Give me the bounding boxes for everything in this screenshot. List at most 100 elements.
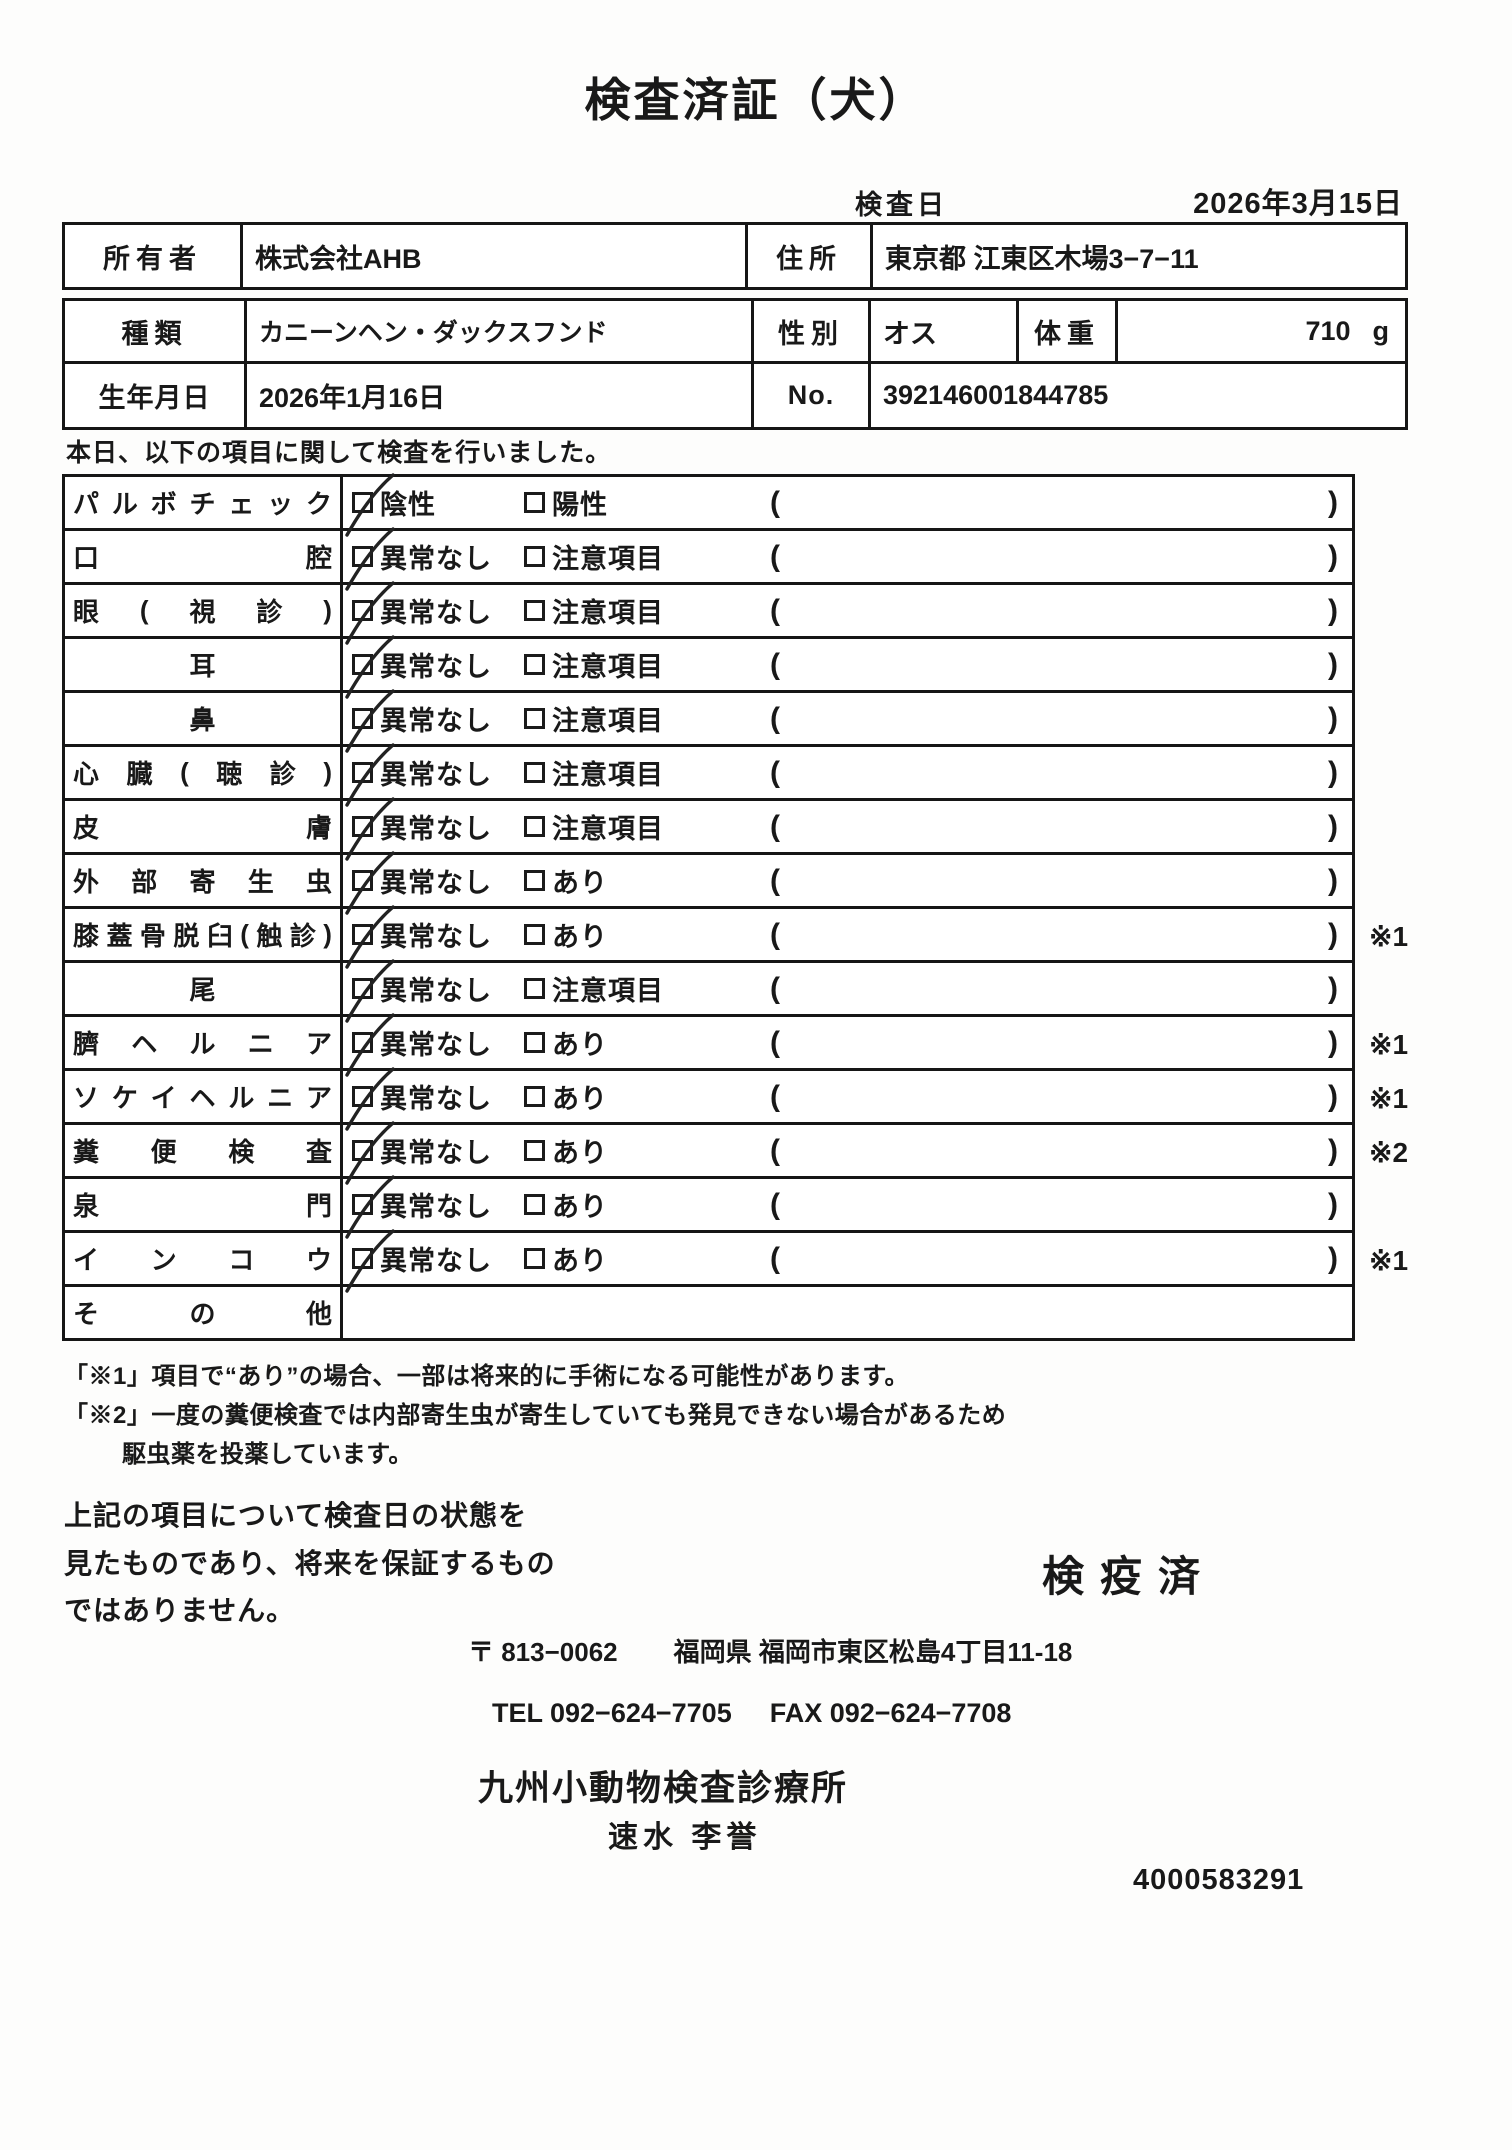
checkbox-checked-icon[interactable] (345, 689, 395, 753)
checkbox-checked-icon[interactable] (345, 1229, 395, 1293)
paren-open: ( (770, 1079, 780, 1113)
checklist-option-label: あり (552, 1192, 608, 1222)
checklist-option: 注意項目 (524, 645, 768, 684)
checkbox-checked-icon[interactable] (345, 473, 395, 537)
weight-cell: 710 g (1118, 301, 1405, 364)
checkbox-checked-icon[interactable] (345, 1013, 395, 1077)
checkbox-unchecked-icon[interactable] (524, 978, 545, 999)
checklist-row-label: 糞便検査 (65, 1125, 343, 1176)
checklist-row-label: ソケイヘルニア (65, 1071, 343, 1122)
checkbox-unchecked-icon[interactable] (524, 546, 545, 567)
page-title: 検査済証（犬） (584, 74, 928, 126)
checkbox-checked-icon[interactable] (345, 635, 395, 699)
owner-label: 所有者 (65, 225, 243, 287)
checklist-option: 注意項目 (524, 753, 768, 792)
checklist-row-content: 異常なし 注意項目 () (343, 635, 1352, 699)
disclaimer-line-2: 見たものであり、将来を保証するもの (64, 1547, 556, 1579)
paren-close: ) (1328, 809, 1338, 843)
checklist-option: 注意項目 (524, 969, 768, 1008)
quarantine-stamp: 検疫済 (1042, 1553, 1217, 1600)
checklist-row: ソケイヘルニア 異常なし あり () (65, 1067, 1352, 1131)
checklist-option: 異常なし (345, 743, 524, 807)
checklist-option: あり (524, 1185, 768, 1224)
paren-close: ) (1328, 1025, 1338, 1059)
checkbox-unchecked-icon[interactable] (524, 654, 545, 675)
checkbox-unchecked-icon[interactable] (524, 1032, 545, 1053)
checklist-option: あり (524, 915, 768, 954)
checklist-option-label: あり (552, 1084, 608, 1114)
checklist-option-label: 注意項目 (552, 598, 664, 628)
checkbox-checked-icon[interactable] (345, 905, 395, 969)
species-label: 種類 (65, 301, 247, 364)
paren-open: ( (770, 917, 780, 951)
sex-label: 性別 (754, 301, 871, 364)
checkbox-unchecked-icon[interactable] (524, 708, 545, 729)
checklist-row-content: 異常なし あり () (343, 1121, 1352, 1185)
checkbox-unchecked-icon[interactable] (524, 492, 545, 513)
checklist-option-label: あり (552, 1030, 608, 1060)
checkbox-checked-icon[interactable] (345, 959, 395, 1023)
sex-value: オス (871, 301, 1019, 364)
checklist-row: 糞便検査 異常なし あり () (65, 1121, 1352, 1185)
checkbox-unchecked-icon[interactable] (524, 870, 545, 891)
paren-open: ( (770, 1241, 780, 1275)
footnotes: 「※1」項目で“あり”の場合、一部は将来的に手術になる可能性があります。 「※2… (64, 1358, 1006, 1475)
checkbox-checked-icon[interactable] (345, 1067, 395, 1131)
checklist-option-label: 異常なし (380, 706, 492, 736)
row-note-empty (1355, 639, 1485, 693)
checkbox-unchecked-icon[interactable] (524, 1086, 545, 1107)
paren-open: ( (770, 539, 780, 573)
checkbox-checked-icon[interactable] (345, 1121, 395, 1185)
checkbox-checked-icon[interactable] (345, 743, 395, 807)
paren-open: ( (770, 647, 780, 681)
checklist-option-label: 異常なし (380, 1084, 492, 1114)
checkbox-checked-icon[interactable] (345, 1175, 395, 1239)
checklist-row-content: 陰性 陽性 () (343, 473, 1352, 537)
checklist-row-label: 皮膚 (65, 801, 343, 852)
row-note-marker: ※1 (1369, 1244, 1409, 1276)
paren-close: ) (1328, 755, 1338, 789)
checklist-row: パルボチェック 陰性 陽性 () (65, 473, 1352, 537)
checkbox-checked-icon[interactable] (345, 851, 395, 915)
paren-close: ) (1328, 647, 1338, 681)
checklist-row-content: 異常なし あり () (343, 1013, 1352, 1077)
checklist-row-content: 異常なし 注意項目 () (343, 527, 1352, 591)
checklist-row-content: 異常なし あり () (343, 1175, 1352, 1239)
paren-open: ( (770, 1187, 780, 1221)
clinic-contact-line: TEL 092−624−7705 FAX 092−624−7708 (492, 1698, 1011, 1729)
disclaimer-line-1: 上記の項目について検査日の状態を (64, 1500, 528, 1531)
checkbox-checked-icon[interactable] (345, 797, 395, 861)
checklist-row-content (343, 1287, 1352, 1338)
checkbox-unchecked-icon[interactable] (524, 816, 545, 837)
checklist-option: あり (524, 1077, 768, 1116)
checklist-row: インコウ 異常なし あり () (65, 1229, 1352, 1293)
checklist-option: 異常なし (345, 851, 524, 915)
checklist-row: 泉門 異常なし あり () (65, 1175, 1352, 1239)
paren-close: ) (1328, 863, 1338, 897)
checklist-row-content: 異常なし 注意項目 () (343, 959, 1352, 1023)
checkbox-unchecked-icon[interactable] (524, 1194, 545, 1215)
owner-value: 株式会社AHB (243, 225, 748, 287)
checklist-row-label: 臍ヘルニア (65, 1017, 343, 1068)
checkbox-unchecked-icon[interactable] (524, 600, 545, 621)
checkbox-checked-icon[interactable] (345, 581, 395, 645)
paren-close: ) (1328, 1079, 1338, 1113)
checklist-row-content: 異常なし あり () (343, 851, 1352, 915)
checkbox-unchecked-icon[interactable] (524, 762, 545, 783)
checkbox-unchecked-icon[interactable] (524, 924, 545, 945)
checklist-option-label: 陰性 (380, 490, 436, 520)
checklist-option-label: 注意項目 (552, 706, 664, 736)
checklist-section: パルボチェック陰性 陽性() 口腔異常なし 注意項目() 眼(視診) 異常なし 注意項目()… (62, 473, 1485, 1341)
paren-close: ) (1328, 1241, 1338, 1275)
checklist-option: 注意項目 (524, 807, 768, 846)
birth-label: 生年月日 (65, 364, 247, 427)
checklist-option-label: 注意項目 (552, 814, 664, 844)
clinic-fax: FAX 092−624−7708 (769, 1698, 1012, 1728)
checklist-option-label: 注意項目 (552, 760, 664, 790)
checklist-option-label: 異常なし (380, 922, 492, 952)
checklist-option: 陰性 (345, 473, 524, 537)
checkbox-checked-icon[interactable] (345, 527, 395, 591)
checkbox-unchecked-icon[interactable] (524, 1248, 545, 1269)
checklist-option-label: 異常なし (380, 1138, 492, 1168)
checkbox-unchecked-icon[interactable] (524, 1140, 545, 1161)
